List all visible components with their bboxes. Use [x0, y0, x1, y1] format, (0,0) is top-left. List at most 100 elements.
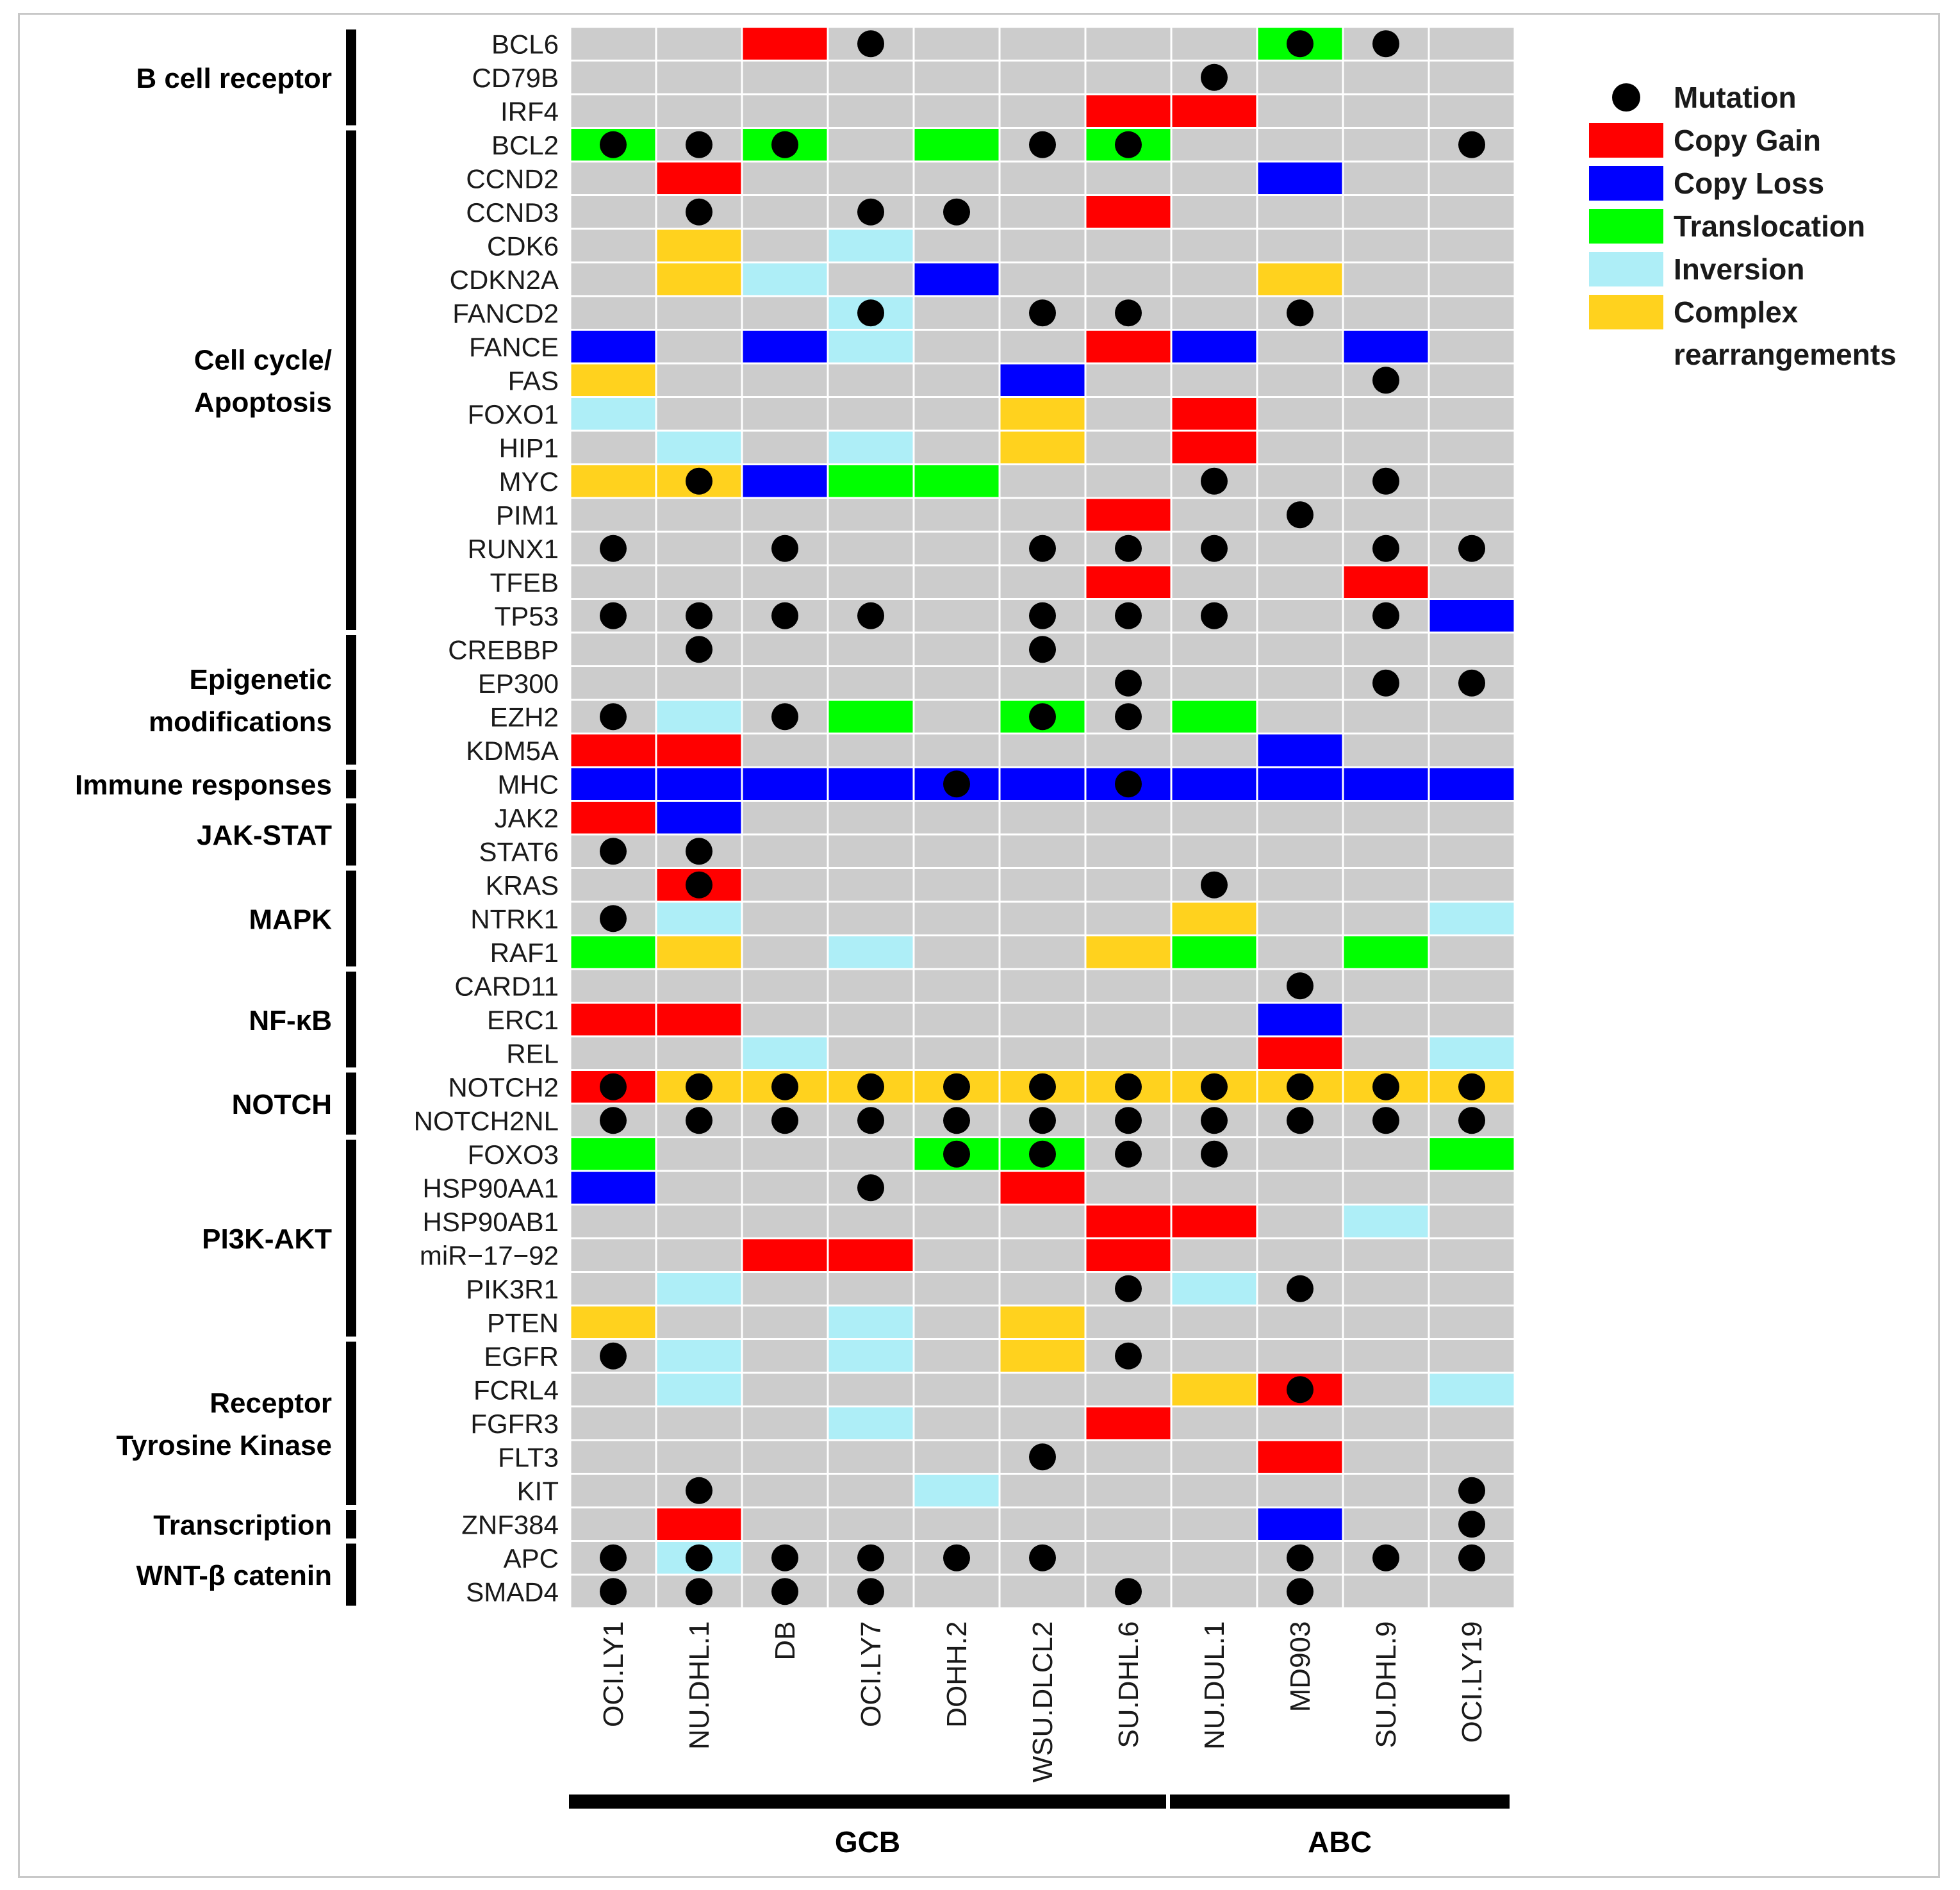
cell-hip1-oci-ly19 [1429, 431, 1514, 463]
cell-tfeb-nu-dul-1 [1172, 566, 1256, 598]
cell-cdk6-oci-ly7 [828, 229, 913, 261]
cell-mir-17-92-db [743, 1239, 827, 1271]
cell-hsp90ab1-oci-ly1 [571, 1206, 655, 1238]
cell-rel-nu-dhl-1 [657, 1037, 741, 1069]
gene-label: CD79B [472, 63, 559, 93]
cell-znf384-oci-ly7 [828, 1508, 913, 1540]
gene-label: FAS [508, 365, 559, 395]
cell-raf1-nu-dhl-1 [657, 936, 741, 968]
cell-kdm5a-oci-ly1 [571, 734, 655, 767]
mutation-dot-notch2-nu-dhl-1 [686, 1073, 712, 1100]
mutation-dot-foxo3-wsu-dlcl2 [1029, 1140, 1056, 1168]
cell-pik3r1-nu-dul-1 [1172, 1273, 1256, 1305]
cell-fcrl4-su-dhl-6 [1086, 1373, 1171, 1405]
mutation-dot-ezh2-db [771, 703, 798, 731]
mutation-dot-bcl2-wsu-dlcl2 [1029, 131, 1056, 158]
mutation-dot-ntrk1-oci-ly1 [600, 905, 627, 933]
cell-pim1-oci-ly19 [1429, 499, 1514, 531]
mutation-dot-apc-md903 [1287, 1544, 1314, 1571]
cell-flt3-db [743, 1441, 827, 1473]
pathway-bracket [346, 1140, 356, 1337]
mutation-dot-apc-nu-dhl-1 [686, 1544, 712, 1571]
cell-fance-oci-ly1 [571, 331, 655, 363]
cell-hsp90aa1-su-dhl-9 [1344, 1172, 1428, 1204]
cell-fas-oci-ly19 [1429, 364, 1514, 396]
cell-erc1-db [743, 1004, 827, 1036]
mutation-dot-bcl6-md903 [1287, 30, 1314, 58]
cell-fgfr3-dohh-2 [914, 1407, 999, 1439]
cell-pik3r1-oci-ly7 [828, 1273, 913, 1305]
mutation-dot-crebbp-wsu-dlcl2 [1029, 636, 1056, 663]
legend: Mutation Copy Gain Copy Loss Translocation I… [1589, 81, 1897, 371]
gene-label: BCL2 [491, 130, 559, 160]
cell-hsp90ab1-dohh-2 [914, 1206, 999, 1238]
cell-bcl2-md903 [1258, 129, 1342, 161]
cell-hsp90ab1-md903 [1258, 1206, 1342, 1238]
cell-cd79b-db [743, 62, 827, 94]
mutation-dot-notch2-wsu-dlcl2 [1029, 1073, 1056, 1100]
group-bar [569, 1795, 1166, 1809]
gene-label: STAT6 [479, 836, 559, 866]
mutation-dot-ezh2-su-dhl-6 [1115, 703, 1142, 731]
cell-cdkn2a-nu-dhl-1 [657, 263, 741, 295]
cell-bcl6-oci-ly19 [1429, 28, 1514, 60]
mutation-dot-notch2nl-md903 [1287, 1107, 1314, 1134]
cell-fgfr3-md903 [1258, 1407, 1342, 1439]
group-label: ABC [1308, 1825, 1372, 1859]
mutation-dot-znf384-oci-ly19 [1458, 1511, 1485, 1538]
cell-tfeb-nu-dhl-1 [657, 566, 741, 598]
gene-label: PTEN [487, 1307, 559, 1338]
cell-myc-db [743, 465, 827, 497]
cell-kdm5a-nu-dhl-1 [657, 734, 741, 767]
pathway-label: Immune responses [75, 769, 332, 800]
mutation-dot-mhc-dohh-2 [943, 770, 970, 798]
cell-stat6-db [743, 835, 827, 867]
cell-tfeb-oci-ly19 [1429, 566, 1514, 598]
cell-hsp90aa1-db [743, 1172, 827, 1204]
cell-pik3r1-dohh-2 [914, 1273, 999, 1305]
mutation-dot-fancd2-su-dhl-6 [1115, 299, 1142, 327]
mutation-dot-notch2nl-nu-dul-1 [1201, 1107, 1228, 1134]
cell-znf384-nu-dhl-1 [657, 1508, 741, 1540]
mutation-dot-runx1-db [771, 535, 798, 562]
cell-ccnd3-nu-dul-1 [1172, 196, 1256, 228]
cell-mir-17-92-oci-ly1 [571, 1239, 655, 1271]
cell-fancd2-nu-dhl-1 [657, 297, 741, 329]
cell-foxo3-oci-ly1 [571, 1138, 655, 1170]
cell-flt3-su-dhl-9 [1344, 1441, 1428, 1473]
cell-irf4-db [743, 95, 827, 127]
mutation-dot-notch2-oci-ly19 [1458, 1073, 1485, 1100]
cell-kras-oci-ly1 [571, 869, 655, 901]
cell-znf384-wsu-dlcl2 [1000, 1508, 1085, 1540]
cell-tfeb-md903 [1258, 566, 1342, 598]
cell-fance-md903 [1258, 331, 1342, 363]
cell-erc1-oci-ly19 [1429, 1004, 1514, 1036]
cell-pten-su-dhl-6 [1086, 1306, 1171, 1338]
mutation-dot-bcl2-oci-ly19 [1458, 131, 1485, 158]
cell-myc-oci-ly19 [1429, 465, 1514, 497]
cell-cd79b-su-dhl-6 [1086, 62, 1171, 94]
cell-raf1-wsu-dlcl2 [1000, 936, 1085, 968]
cell-egfr-dohh-2 [914, 1340, 999, 1372]
mutation-dot-notch2nl-wsu-dlcl2 [1029, 1107, 1056, 1134]
mutation-dot-ccnd3-oci-ly7 [857, 198, 884, 226]
cell-egfr-nu-dhl-1 [657, 1340, 741, 1372]
gene-label: CDK6 [487, 231, 559, 261]
cell-flt3-nu-dul-1 [1172, 1441, 1256, 1473]
cell-flt3-nu-dhl-1 [657, 1441, 741, 1473]
gene-label: NOTCH2NL [414, 1106, 559, 1136]
cell-ccnd3-su-dhl-6 [1086, 196, 1171, 228]
mutation-dot-tp53-wsu-dlcl2 [1029, 602, 1056, 629]
cell-mhc-oci-ly1 [571, 768, 655, 800]
cell-jak2-su-dhl-9 [1344, 802, 1428, 834]
cell-runx1-dohh-2 [914, 533, 999, 565]
cell-mir-17-92-nu-dhl-1 [657, 1239, 741, 1271]
cell-tfeb-su-dhl-6 [1086, 566, 1171, 598]
gene-label: IRF4 [500, 96, 559, 126]
cell-ntrk1-md903 [1258, 902, 1342, 934]
cell-foxo3-nu-dhl-1 [657, 1138, 741, 1170]
cell-rel-dohh-2 [914, 1037, 999, 1069]
gene-label: EP300 [478, 668, 559, 699]
cell-cdk6-nu-dhl-1 [657, 229, 741, 261]
cell-cdkn2a-su-dhl-9 [1344, 263, 1428, 295]
